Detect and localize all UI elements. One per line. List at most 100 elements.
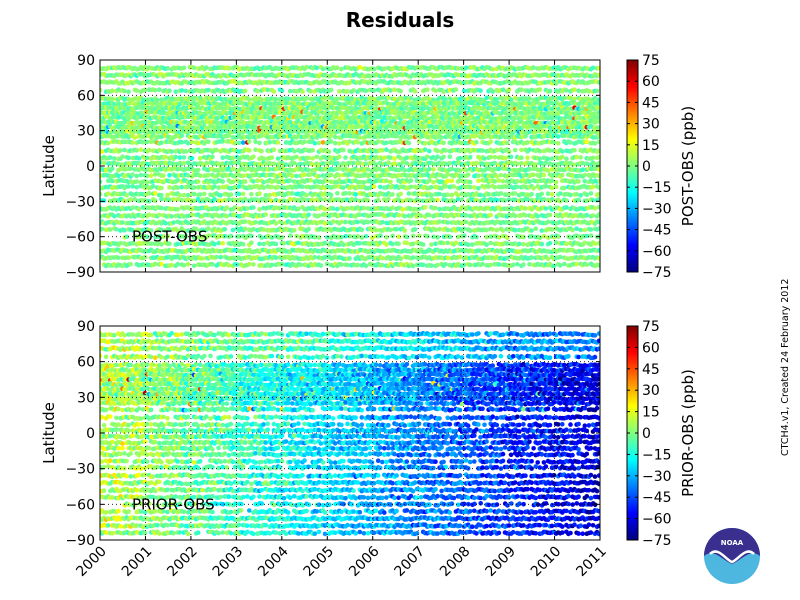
residual-point [422, 147, 428, 152]
residual-point [116, 173, 121, 179]
residual-point [455, 193, 461, 198]
residual-point [294, 173, 299, 179]
residual-point [101, 160, 107, 166]
residual-point [427, 148, 432, 154]
residual-point [549, 178, 555, 184]
residual-point [596, 167, 600, 172]
residual-point [392, 96, 397, 102]
residual-point [312, 141, 318, 146]
residual-point [191, 185, 197, 190]
residual-point [431, 198, 436, 203]
residual-point [159, 140, 164, 145]
residual-point [163, 154, 168, 160]
residual-point [110, 166, 115, 171]
residual-point [337, 141, 342, 146]
residual-point [388, 179, 393, 185]
residual-point [326, 149, 332, 154]
residual-point [128, 166, 133, 171]
residual-point [126, 184, 131, 189]
residual-point [251, 154, 256, 159]
residual-point [132, 135, 138, 140]
residual-point [107, 155, 113, 160]
residual-point [382, 155, 387, 160]
residual-point [472, 185, 477, 190]
residual-point [515, 161, 520, 167]
residual-point [445, 172, 451, 177]
residual-point [341, 147, 346, 153]
residual-point [240, 191, 246, 197]
residual-point [287, 196, 293, 202]
residual-point [486, 184, 491, 189]
residual-point [584, 192, 590, 198]
residual-point [408, 184, 414, 190]
residual-point [294, 154, 299, 160]
residual-point [240, 140, 246, 145]
residual-point [498, 172, 504, 178]
residual-point [146, 198, 152, 204]
residual-point [165, 65, 170, 71]
residual-point [533, 162, 538, 167]
residual-point [582, 172, 588, 178]
residual-point [476, 173, 481, 179]
residual-point [531, 65, 536, 70]
residual-point [122, 88, 127, 94]
residual-point [159, 192, 164, 198]
residual-point [253, 139, 258, 145]
residual-point [328, 192, 334, 198]
residual-point [118, 148, 123, 153]
residual-point [435, 197, 440, 203]
residual-point [220, 179, 225, 184]
residual-point [253, 147, 258, 153]
residual-point [398, 191, 404, 197]
residual-point [560, 154, 565, 160]
residual-point [427, 178, 432, 183]
residual-point [592, 141, 598, 146]
residual-point [543, 160, 549, 165]
residual-point [320, 161, 326, 166]
residual-point [353, 197, 359, 202]
residual-point [357, 135, 363, 140]
residual-point [523, 133, 528, 139]
residual-point [537, 148, 543, 154]
residual-point [242, 179, 248, 184]
residual-point [467, 154, 473, 160]
residual-point [259, 97, 264, 102]
residual-point [564, 88, 569, 93]
residual-point [271, 89, 277, 94]
residual-point [304, 64, 309, 70]
residual-point [429, 184, 434, 190]
residual-point [167, 173, 172, 178]
residual-point [236, 184, 242, 189]
residual-point [240, 173, 246, 179]
residual-point [596, 191, 600, 197]
residual-point [478, 88, 483, 93]
residual-point [189, 139, 195, 145]
residual-point [177, 155, 183, 160]
latitude-band [100, 79, 600, 86]
residual-point [519, 87, 524, 92]
residual-point [443, 96, 449, 102]
residual-point [300, 184, 305, 190]
residual-point [110, 178, 115, 184]
residual-point [271, 161, 277, 166]
residual-point [247, 97, 252, 103]
residual-point [527, 179, 532, 184]
residual-point [306, 167, 311, 173]
residual-point [543, 184, 549, 189]
residual-point [191, 198, 197, 204]
residual-point [549, 185, 555, 191]
residual-point [515, 184, 520, 190]
residual-point [204, 65, 209, 70]
residual-point [273, 197, 279, 203]
residual-point [363, 161, 369, 167]
residual-point [562, 95, 567, 101]
residual-point [337, 173, 342, 178]
residual-point [474, 133, 479, 138]
residual-point [392, 156, 397, 161]
residual-point [197, 155, 203, 161]
residual-point [212, 184, 217, 189]
residual-point [210, 154, 215, 159]
residual-point [269, 198, 275, 204]
residual-point [249, 191, 254, 197]
residual-point [441, 140, 446, 146]
